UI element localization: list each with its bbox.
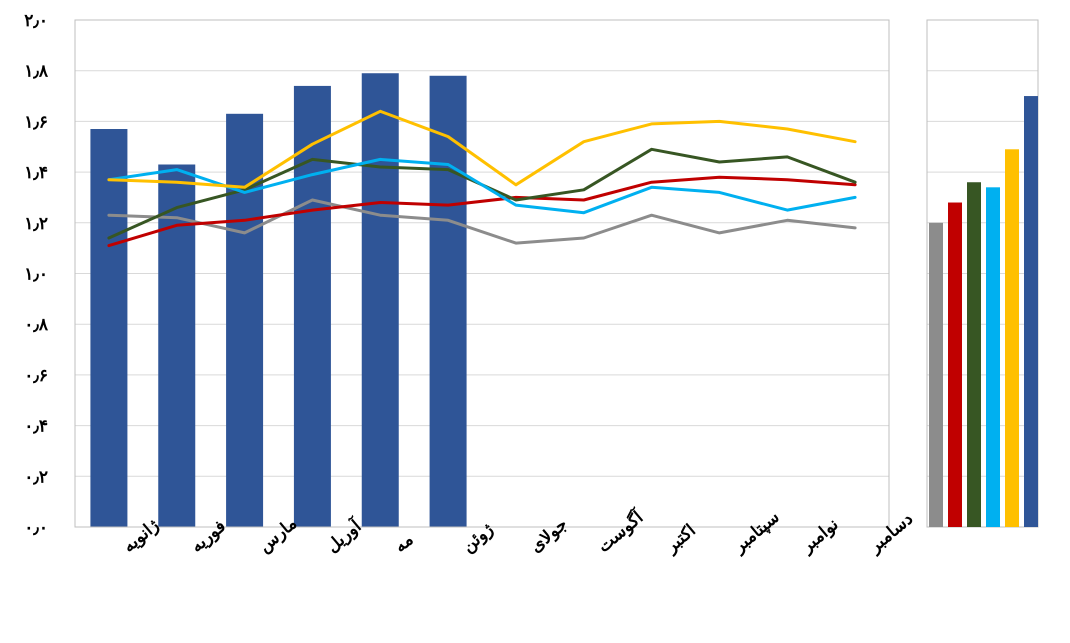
gridlines [75,19,1038,477]
x-tick-label: اکتبر [660,521,699,558]
side-bar [948,202,962,527]
y-tick-label: ۱٫۲ [24,214,48,234]
side-bar [929,222,943,528]
y-tick-label: ۲٫۰ [24,11,48,31]
bar [361,73,399,528]
x-tick-label: آگوست [593,505,648,556]
y-tick-label: ۰٫۲ [24,467,48,487]
bar [429,75,467,528]
series-line [107,147,857,240]
x-tick-label: مه [391,530,418,557]
side-bar [1005,149,1019,527]
side-panel [929,96,1038,528]
bar [90,129,128,527]
side-bar [986,187,1000,527]
bar [226,113,264,528]
y-tick-label: ۰٫۰ [24,518,48,538]
x-tick-label: دسامبر [864,509,917,558]
y-tick-label: ۱٫۸ [24,62,49,82]
series-line [107,175,857,248]
y-tick-label: ۰٫۴ [24,417,48,437]
series-line [107,109,857,189]
line-series [107,109,857,248]
series-line [107,198,857,245]
x-tick-label: نوامبر [796,515,842,559]
y-tick-label: ۱٫۰ [24,265,48,285]
x-tick-label: سپتامبر [728,507,783,558]
bar-series [90,73,467,528]
series-line [107,157,857,215]
y-tick-label: ۰٫۶ [24,366,48,386]
x-tick-label: جولای [526,514,571,557]
y-tick-label: ۰٫۸ [24,315,49,335]
plot-frame [74,19,890,528]
side-bar [1024,96,1038,528]
y-tick-label: ۱٫۶ [24,112,48,132]
y-tick-label: ۱٫۴ [24,163,48,183]
side-bar [967,182,981,528]
